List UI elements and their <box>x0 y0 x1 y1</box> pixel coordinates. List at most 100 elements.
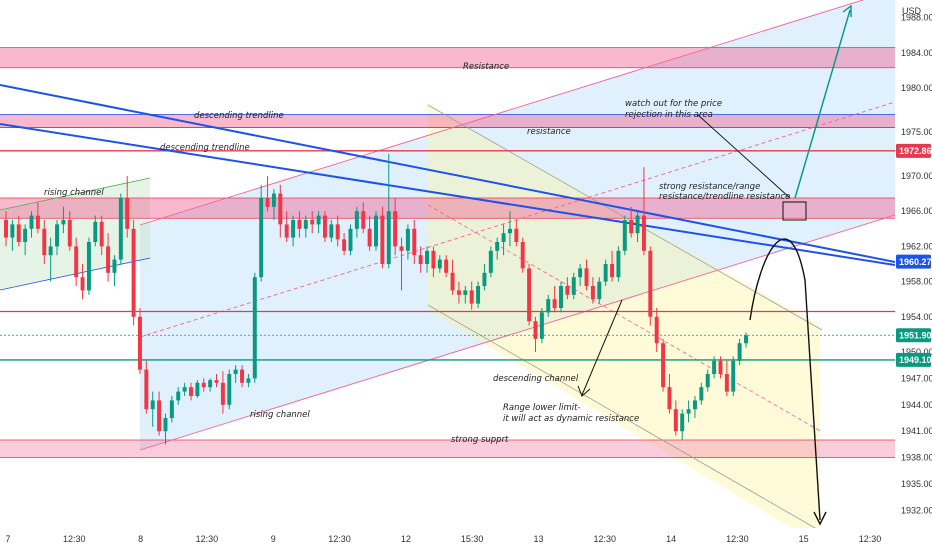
candle-111 <box>712 356 717 379</box>
zone-2 <box>0 198 895 219</box>
candle-42-body <box>271 193 276 207</box>
candle-25-body <box>163 418 168 432</box>
projection-arrows <box>577 4 852 526</box>
candle-99 <box>635 211 640 242</box>
candle-9 <box>61 206 66 234</box>
annotation-descending-channel: descending channel <box>493 374 579 384</box>
candle-73-body <box>469 290 474 304</box>
candle-116-body <box>744 335 748 344</box>
candle-32 <box>208 378 213 392</box>
time-tick-4: 9 <box>271 534 276 544</box>
candle-16 <box>106 233 111 282</box>
candle-30-body <box>195 382 200 396</box>
candle-51 <box>329 220 334 242</box>
candle-29-body <box>189 387 193 396</box>
candle-116 <box>744 332 748 348</box>
candle-50 <box>322 211 327 242</box>
candle-84-body <box>539 312 544 339</box>
bullish-projection-arrow <box>794 9 851 199</box>
candle-20-body <box>131 228 136 317</box>
candle-68-body <box>437 259 442 269</box>
candle-63 <box>405 224 410 260</box>
candle-102 <box>654 308 659 352</box>
price-tag-2: 1951.90 <box>896 328 932 343</box>
candle-19 <box>125 176 130 238</box>
range-lower-limit-pointer <box>581 299 623 396</box>
candle-86-body <box>552 299 557 308</box>
annotation-rising-channel-large: rising channel <box>250 410 310 420</box>
candle-7 <box>48 237 53 282</box>
candle-15 <box>99 215 104 256</box>
candle-54-body <box>348 228 353 251</box>
small-rising-channel-upper-line <box>0 177 151 211</box>
annotation-descending-trendline-2: descending trendline <box>160 143 250 153</box>
candle-87-body <box>559 286 563 308</box>
candle-86 <box>552 286 557 313</box>
candle-113-body <box>724 374 729 392</box>
candle-20 <box>131 220 136 326</box>
candle-85 <box>546 294 551 317</box>
candle-26-body <box>169 400 174 418</box>
candle-5 <box>35 202 40 234</box>
candle-2 <box>16 215 21 247</box>
candle-22-body <box>144 369 149 410</box>
candle-24 <box>157 391 162 436</box>
annotation-range-lower-limit-line-2: it will act as dynamic resistance <box>503 414 639 424</box>
price-tag-1-background <box>896 254 931 269</box>
candle-108-body <box>692 400 697 410</box>
price-tick-12: 1975.00 <box>901 127 932 137</box>
candle-48 <box>310 211 315 234</box>
candle-1-body <box>10 224 15 238</box>
candle-95 <box>610 250 615 282</box>
candle-61 <box>393 198 398 256</box>
candle-81 <box>520 237 525 273</box>
annotation-strong-resistance-line-2: resistance/trendline resistance <box>659 192 790 202</box>
price-tick-13: 1980.00 <box>901 83 932 93</box>
candle-112 <box>718 356 723 379</box>
candle-67 <box>431 246 436 278</box>
bearish-arrow-head <box>813 511 827 526</box>
candle-97-body <box>622 220 627 251</box>
candle-14 <box>93 215 98 247</box>
annotation-strong-support: strong supprt <box>451 435 509 445</box>
candle-90 <box>578 264 583 286</box>
candle-56 <box>361 202 366 234</box>
descending-channel-mid-line <box>427 204 823 433</box>
bullish-arrow-head <box>842 4 852 17</box>
candle-71-body <box>456 290 461 295</box>
candle-62 <box>399 237 404 291</box>
candle-94-body <box>603 264 608 282</box>
candle-8-body <box>55 224 60 247</box>
time-tick-10: 14 <box>666 534 676 544</box>
candle-103 <box>661 338 666 392</box>
descending-trendline-1 <box>0 84 896 263</box>
candle-81-body <box>520 242 525 269</box>
candle-51-body <box>329 224 334 238</box>
candle-4 <box>29 211 34 238</box>
descending-channel-lower-line <box>427 304 823 533</box>
candle-57 <box>367 215 372 251</box>
price-axis[interactable]: USD 1932.001935.001938.001941.001944.001… <box>895 0 932 550</box>
candle-64 <box>412 220 417 264</box>
candle-76 <box>488 246 493 278</box>
candle-67-body <box>431 250 436 269</box>
price-tag-2-background <box>896 328 931 343</box>
candle-42 <box>271 189 276 220</box>
candle-106 <box>680 409 685 440</box>
candle-85-body <box>546 299 551 313</box>
candle-93-body <box>597 281 602 300</box>
price-tick-6: 1950.00 <box>901 347 932 357</box>
candle-72-body <box>463 290 468 295</box>
time-axis[interactable]: 7 12:30 8 12:30 9 12:30 12 15:30 13 12:30 14 12:30 1… <box>0 528 895 550</box>
candle-66 <box>425 246 430 273</box>
candle-97 <box>622 215 627 256</box>
candle-53-body <box>342 239 347 251</box>
bearish-projection-path <box>749 238 821 521</box>
candle-91-body <box>584 268 589 286</box>
annotation-strong-resistance-line-1: strong resistance/range <box>659 182 760 192</box>
candle-115 <box>737 338 742 366</box>
time-tick-11: 12:30 <box>726 534 749 544</box>
candle-63-body <box>405 228 410 251</box>
